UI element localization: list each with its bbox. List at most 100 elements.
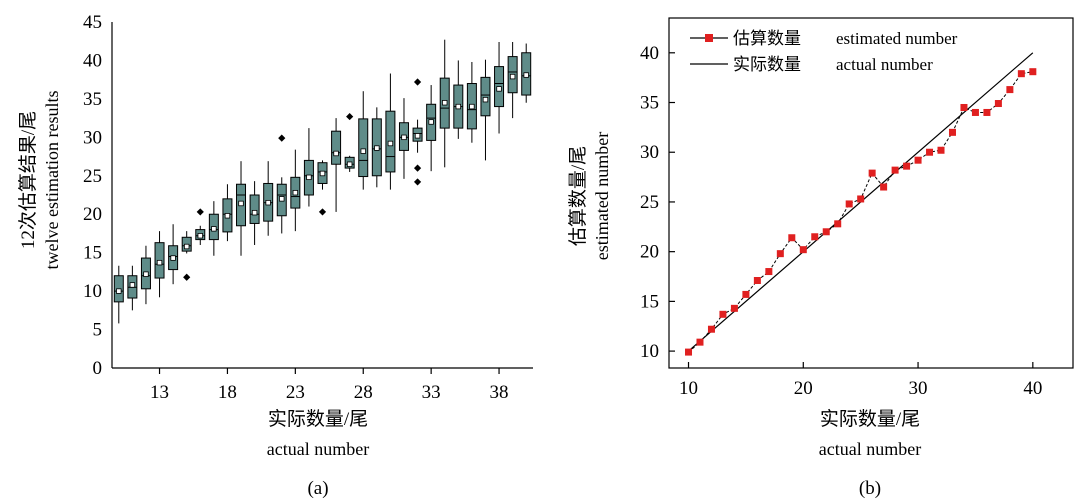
box-mean-marker xyxy=(129,282,136,288)
series-estimated-point xyxy=(994,100,1002,108)
box-mean-marker xyxy=(523,72,529,78)
box-mean-marker xyxy=(387,140,394,147)
series-estimated-point xyxy=(937,146,945,154)
box-mean-marker xyxy=(292,189,299,196)
box-mean-marker xyxy=(116,288,122,294)
box-plot-y-tick-label: 40 xyxy=(83,50,102,71)
box-mean-marker xyxy=(360,148,366,154)
box-plot-axes xyxy=(111,22,533,369)
box-plot-panel: 0 5 10 15 20 25 30 35 40 45 13 18 23 28 33 38 12次估算结果/… xyxy=(17,12,533,499)
series-estimated-point xyxy=(799,246,807,254)
box-mean-marker xyxy=(183,243,190,250)
series-estimated-point xyxy=(742,290,750,298)
series-estimated-point xyxy=(1006,86,1014,94)
series-estimated-point xyxy=(707,325,715,333)
box-outlier-marker xyxy=(196,208,204,216)
series-estimated-point xyxy=(857,195,865,203)
series-estimated-point xyxy=(685,348,693,356)
box-mean-marker xyxy=(455,103,462,110)
box-plot-y-tick-label: 35 xyxy=(83,89,102,110)
box-plot-boxes xyxy=(113,39,532,324)
series-estimated-point xyxy=(868,169,876,177)
box-plot-y-tick-label: 30 xyxy=(83,127,102,148)
box-plot-x-axis-label-en: actual number xyxy=(267,439,369,459)
box-body xyxy=(249,194,260,224)
box-mean-marker xyxy=(469,103,475,110)
line-chart-y-axis-label-en: estimated number xyxy=(592,132,612,260)
line-chart-y-tick-label: 30 xyxy=(640,142,659,163)
box-body xyxy=(480,76,491,117)
box-plot-x-tick-label: 18 xyxy=(218,382,237,403)
box-outlier-marker xyxy=(413,78,422,86)
box-body xyxy=(358,118,369,178)
series-estimated-line xyxy=(688,71,1033,353)
box-plot-x-tick-label: 38 xyxy=(490,382,509,403)
line-chart-panel: 10 15 20 25 30 35 40 10 20 30 40 估算数量/尾 estimated… xyxy=(567,17,1074,499)
line-chart-axes xyxy=(668,17,1074,369)
legend-estimated-label-en: estimated number xyxy=(836,29,958,48)
legend-item-actual: 实际数量 actual number xyxy=(690,55,933,74)
series-estimated-point xyxy=(1029,68,1037,76)
legend-estimated-marker xyxy=(705,34,713,42)
box-mean-marker xyxy=(374,145,380,151)
series-estimated-point xyxy=(891,166,899,174)
series-estimated-point xyxy=(788,234,796,242)
series-estimated-point xyxy=(971,108,979,116)
box-mean-marker xyxy=(224,213,231,219)
line-chart-y-tick-label: 15 xyxy=(640,291,659,312)
box-plot-y-axis-label-zh: 12次估算结果/尾 xyxy=(17,111,39,249)
box-outlier-marker xyxy=(413,164,422,172)
box-mean-marker xyxy=(170,255,176,261)
series-estimated-point xyxy=(776,250,784,258)
line-chart-y-tick-label: 20 xyxy=(640,242,659,263)
box-plot-y-tick-label: 5 xyxy=(93,320,103,341)
box-mean-marker xyxy=(414,133,421,139)
series-estimated-point xyxy=(983,108,991,116)
line-chart-series xyxy=(685,52,1037,356)
box-mean-marker xyxy=(279,196,285,202)
box-mean-marker xyxy=(428,119,434,125)
box-plot-y-tick-label: 25 xyxy=(83,166,102,187)
box-outlier-marker xyxy=(278,134,286,142)
legend-estimated-label-zh: 估算数量 xyxy=(733,29,801,48)
box-plot-y-tick-label: 0 xyxy=(93,358,103,379)
box-mean-marker xyxy=(265,199,271,206)
line-chart-x-tick-label: 30 xyxy=(909,378,928,399)
box-mean-marker xyxy=(496,86,502,92)
series-estimated-point xyxy=(753,277,761,284)
box-mean-marker xyxy=(482,96,489,103)
series-estimated-point xyxy=(811,233,819,241)
legend-item-estimated: 估算数量 estimated number xyxy=(690,29,958,48)
line-chart-y-tick-label: 25 xyxy=(640,192,659,213)
series-estimated-point xyxy=(730,304,738,312)
box-mean-marker xyxy=(211,226,217,232)
box-plot-x-tick-label: 33 xyxy=(422,382,441,403)
series-estimated-point xyxy=(948,128,956,136)
line-chart-y-tick-label: 35 xyxy=(640,93,659,114)
box-plot-y-tick-label: 45 xyxy=(83,12,102,33)
box-mean-marker xyxy=(333,150,339,157)
box-plot-y-axis-label-en: twelve estimation results xyxy=(42,91,62,270)
series-estimated-point xyxy=(696,338,704,346)
box-mean-marker xyxy=(319,170,326,177)
box-outlier-marker xyxy=(413,178,422,186)
series-estimated-point xyxy=(960,103,968,111)
series-estimated-point xyxy=(926,148,934,156)
box-mean-marker xyxy=(197,233,203,239)
box-body xyxy=(331,130,342,165)
line-chart-y-tick-label: 10 xyxy=(640,341,659,362)
box-plot-x-tick-label: 28 xyxy=(354,382,373,403)
legend-actual-label-en: actual number xyxy=(836,55,933,74)
line-chart-x-axis-label-en: actual number xyxy=(819,439,921,459)
box-mean-marker xyxy=(401,134,407,141)
legend-actual-label-zh: 实际数量 xyxy=(733,55,801,74)
box-plot-x-tick-label: 23 xyxy=(286,382,305,403)
box-plot-x-ticks: 13 18 23 28 33 38 xyxy=(150,368,509,403)
panel-b-label: (b) xyxy=(859,478,881,499)
box-mean-marker xyxy=(156,259,163,266)
line-chart-frame xyxy=(668,17,1074,369)
series-estimated-point xyxy=(914,156,922,164)
series-estimated-point xyxy=(765,268,773,276)
series-estimated-point xyxy=(880,183,888,191)
